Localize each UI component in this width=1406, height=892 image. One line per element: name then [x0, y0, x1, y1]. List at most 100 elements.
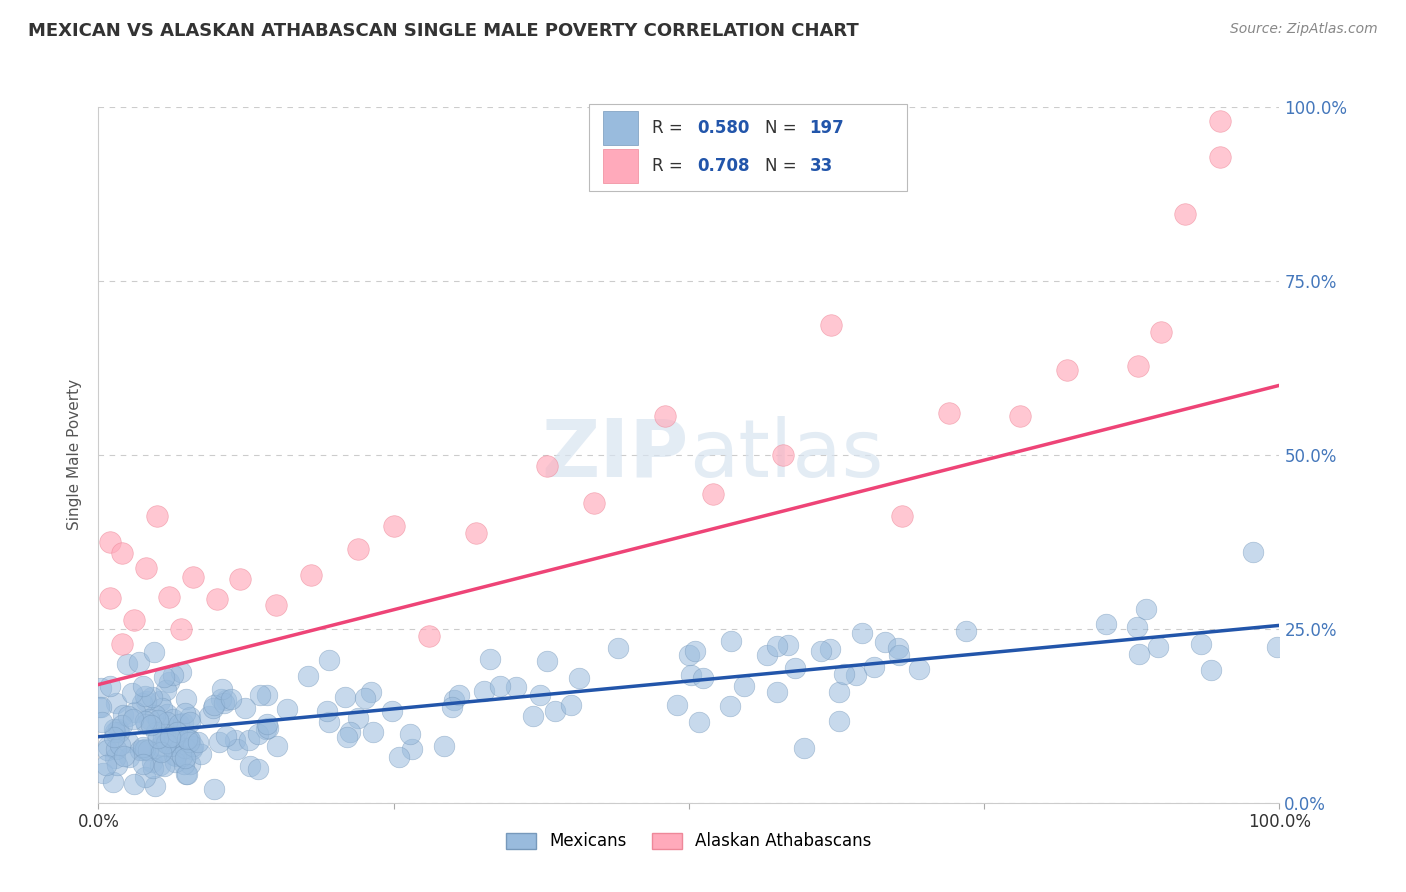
Point	[179, 732, 201, 747]
Point	[863, 660, 886, 674]
Point	[299, 568, 322, 582]
Point	[132, 679, 155, 693]
Point	[156, 707, 179, 722]
Point	[678, 648, 700, 663]
Point	[907, 662, 929, 676]
Point	[832, 667, 855, 681]
Point	[560, 698, 582, 712]
Point	[238, 733, 260, 747]
Point	[170, 622, 193, 636]
Point	[1008, 409, 1031, 424]
Point	[246, 762, 269, 776]
Point	[318, 715, 340, 730]
Point	[98, 591, 121, 605]
Point	[124, 705, 146, 719]
Point	[98, 535, 121, 549]
Point	[143, 780, 166, 794]
Point	[143, 707, 166, 722]
Point	[118, 750, 141, 764]
Point	[150, 700, 173, 714]
Point	[155, 683, 177, 698]
Text: atlas: atlas	[689, 416, 883, 494]
Point	[129, 743, 152, 757]
Point	[103, 730, 125, 744]
Point	[465, 526, 488, 541]
Text: ZIP: ZIP	[541, 416, 689, 494]
Point	[505, 681, 527, 695]
Point	[160, 739, 183, 754]
Point	[198, 709, 221, 723]
Point	[179, 735, 201, 749]
Point	[105, 741, 128, 756]
Point	[1147, 640, 1170, 654]
Point	[202, 701, 225, 715]
Point	[202, 698, 225, 712]
Point	[145, 725, 167, 739]
Point	[654, 409, 676, 423]
Point	[155, 735, 177, 749]
Point	[101, 775, 124, 789]
Point	[139, 718, 162, 732]
Point	[361, 725, 384, 739]
Text: R =: R =	[652, 157, 689, 175]
Point	[399, 727, 422, 741]
Point	[98, 679, 121, 693]
Point	[111, 546, 134, 560]
Point	[845, 667, 868, 681]
Point	[851, 625, 873, 640]
Point	[148, 744, 170, 758]
Point	[150, 745, 173, 759]
Point	[122, 711, 145, 725]
Point	[156, 714, 179, 729]
Point	[136, 743, 159, 757]
Point	[104, 725, 127, 739]
Point	[163, 755, 186, 769]
Text: N =: N =	[765, 157, 801, 175]
Text: 0.708: 0.708	[697, 157, 749, 175]
Point	[219, 691, 242, 706]
Point	[766, 685, 789, 699]
Point	[488, 679, 510, 693]
Point	[264, 598, 287, 612]
Point	[90, 681, 112, 695]
Point	[449, 688, 471, 702]
Point	[208, 734, 231, 748]
Point	[103, 722, 125, 736]
Point	[873, 635, 896, 649]
Point	[122, 777, 145, 791]
Point	[162, 713, 184, 727]
Point	[155, 727, 177, 741]
Point	[568, 671, 591, 685]
Point	[401, 742, 423, 756]
Point	[890, 508, 912, 523]
Point	[1209, 114, 1232, 128]
Point	[146, 509, 169, 524]
Point	[174, 751, 197, 765]
Point	[163, 731, 186, 745]
Point	[333, 690, 356, 704]
Point	[239, 759, 262, 773]
Point	[97, 739, 120, 754]
Point	[134, 689, 156, 703]
Point	[163, 747, 186, 762]
Point	[122, 613, 145, 627]
Point	[121, 686, 143, 700]
Point	[142, 644, 165, 658]
Point	[181, 570, 204, 584]
Point	[104, 696, 127, 710]
Point	[159, 730, 181, 744]
Point	[211, 681, 233, 696]
Point	[354, 690, 377, 705]
Point	[522, 708, 544, 723]
Point	[955, 624, 977, 638]
Point	[783, 660, 806, 674]
Point	[135, 561, 157, 575]
Point	[1241, 544, 1264, 558]
Text: N =: N =	[765, 119, 801, 136]
Point	[157, 721, 180, 735]
Point	[257, 721, 280, 735]
Point	[214, 696, 236, 710]
Point	[793, 741, 815, 756]
Point	[112, 748, 135, 763]
Point	[131, 743, 153, 757]
